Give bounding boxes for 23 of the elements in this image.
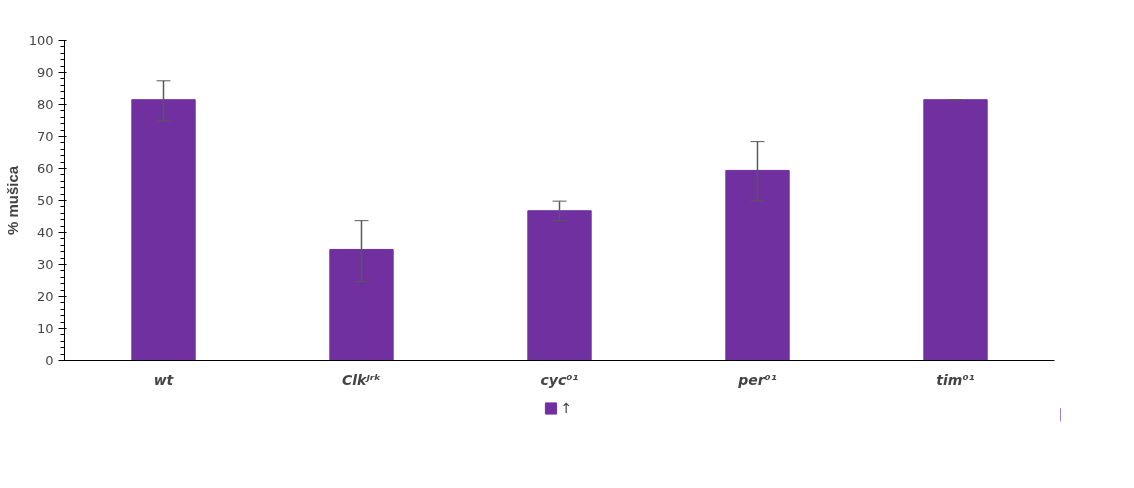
legend-label: ↑: [560, 400, 574, 416]
x-tick-label: Clkᴶʳᵏ: [342, 371, 382, 388]
x-tick-label: wt: [153, 371, 175, 388]
y-tick-label: 70: [36, 129, 54, 144]
y-tick-label: 60: [36, 161, 54, 176]
x-tick-label: cyc⁰¹: [540, 371, 579, 388]
y-tick-label: 30: [36, 257, 54, 272]
y-tick-label: 40: [36, 225, 54, 240]
x-tick-label: tim⁰¹: [936, 371, 975, 388]
y-tick-label: 80: [36, 97, 54, 112]
bar: [131, 99, 196, 361]
y-tick-label: 50: [36, 193, 54, 208]
bar: [725, 169, 790, 361]
bar: [527, 210, 592, 361]
y-tick-label: 0: [45, 353, 54, 368]
y-tick-label: 10: [36, 321, 54, 336]
y-tick-label: 100: [28, 33, 54, 48]
y-tick-label: 20: [36, 289, 54, 304]
y-axis-title: % mušica: [3, 165, 21, 236]
x-tick-label: per⁰¹: [737, 371, 777, 388]
y-tick-label: 90: [36, 65, 54, 80]
bar: [329, 248, 394, 361]
bar: [923, 99, 988, 361]
